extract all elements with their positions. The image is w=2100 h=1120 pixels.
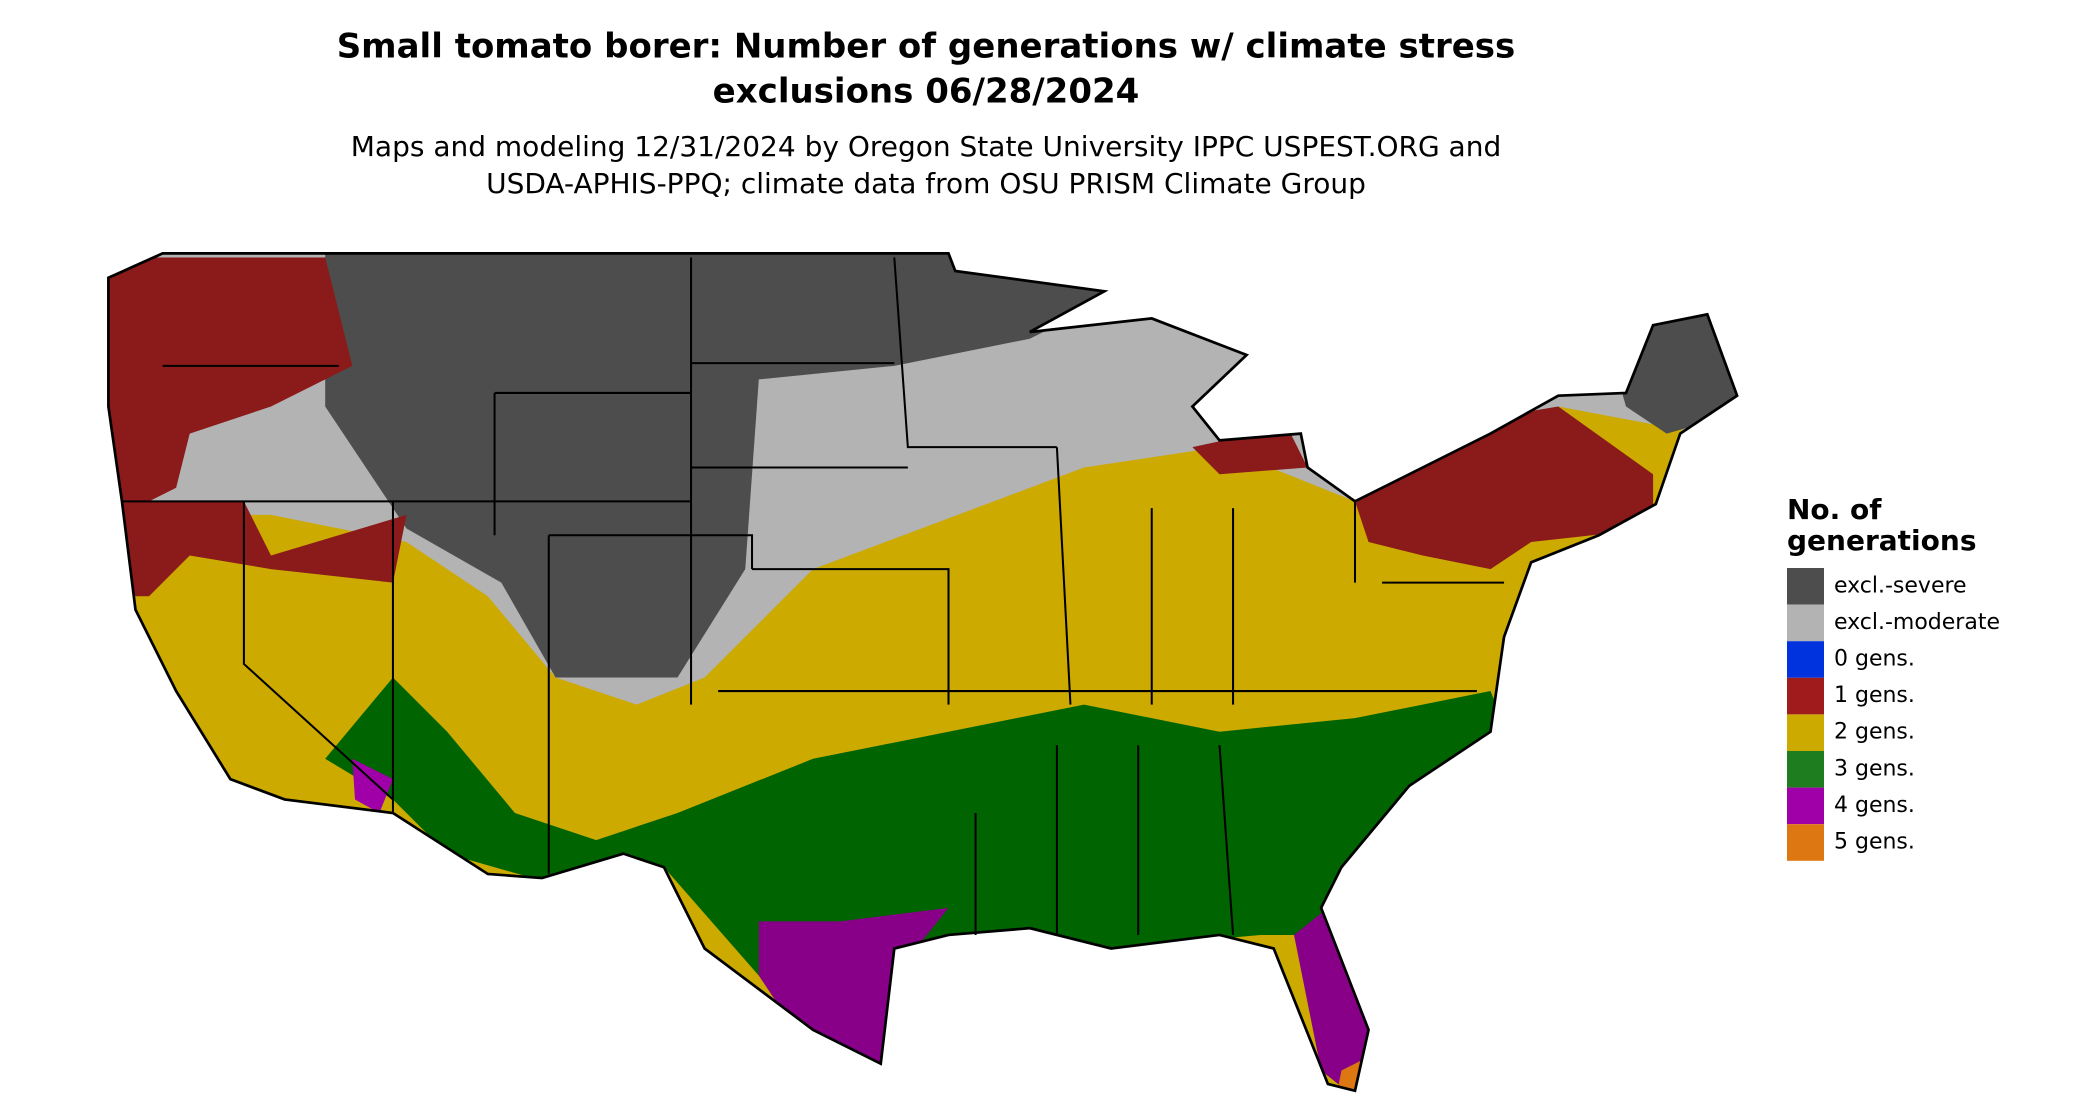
legend: excl.-severe excl.-moderate 0 gens. 1 gens.… bbox=[1787, 568, 2000, 861]
region-1-gens bbox=[1192, 426, 1308, 475]
legend-label: 1 gens. bbox=[1834, 683, 1915, 708]
region-4-gens bbox=[758, 907, 949, 1071]
map bbox=[107, 252, 1739, 1093]
title-line: Small tomato borer: Number of generation… bbox=[337, 27, 1516, 67]
legend-label: excl.-moderate bbox=[1834, 610, 2000, 635]
legend-label: 0 gens. bbox=[1834, 647, 1915, 672]
legend-swatch bbox=[1787, 714, 1824, 751]
legend-swatch bbox=[1787, 604, 1824, 642]
legend-label: 4 gens. bbox=[1834, 793, 1915, 818]
legend-title-line: No. of bbox=[1787, 493, 1882, 526]
legend-swatch bbox=[1787, 677, 1824, 715]
subtitle-line: Maps and modeling 12/31/2024 by Oregon S… bbox=[351, 130, 1502, 163]
legend-swatch bbox=[1787, 787, 1824, 825]
state-borders bbox=[121, 257, 1505, 936]
subtitle-line: USDA-APHIS-PPQ; climate data from OSU PR… bbox=[486, 167, 1366, 200]
region-1-gens bbox=[121, 501, 407, 597]
legend-swatch bbox=[1787, 824, 1824, 861]
legend-label: 5 gens. bbox=[1834, 830, 1915, 855]
legend-swatch bbox=[1787, 641, 1824, 678]
region-1-gens bbox=[108, 257, 353, 515]
legend-label: 3 gens. bbox=[1834, 756, 1915, 781]
region-excl-severe bbox=[325, 253, 1112, 678]
legend-label: excl.-severe bbox=[1834, 573, 1967, 598]
region-4-gens bbox=[1294, 907, 1383, 1091]
legend-label: 2 gens. bbox=[1834, 720, 1915, 745]
legend-swatch bbox=[1787, 568, 1824, 605]
map-regions bbox=[108, 253, 1738, 1091]
title-line: exclusions 06/28/2024 bbox=[713, 72, 1140, 112]
legend-swatch bbox=[1787, 751, 1824, 788]
legend-title-line: generations bbox=[1787, 524, 1976, 557]
region-1-gens bbox=[1355, 406, 1654, 570]
